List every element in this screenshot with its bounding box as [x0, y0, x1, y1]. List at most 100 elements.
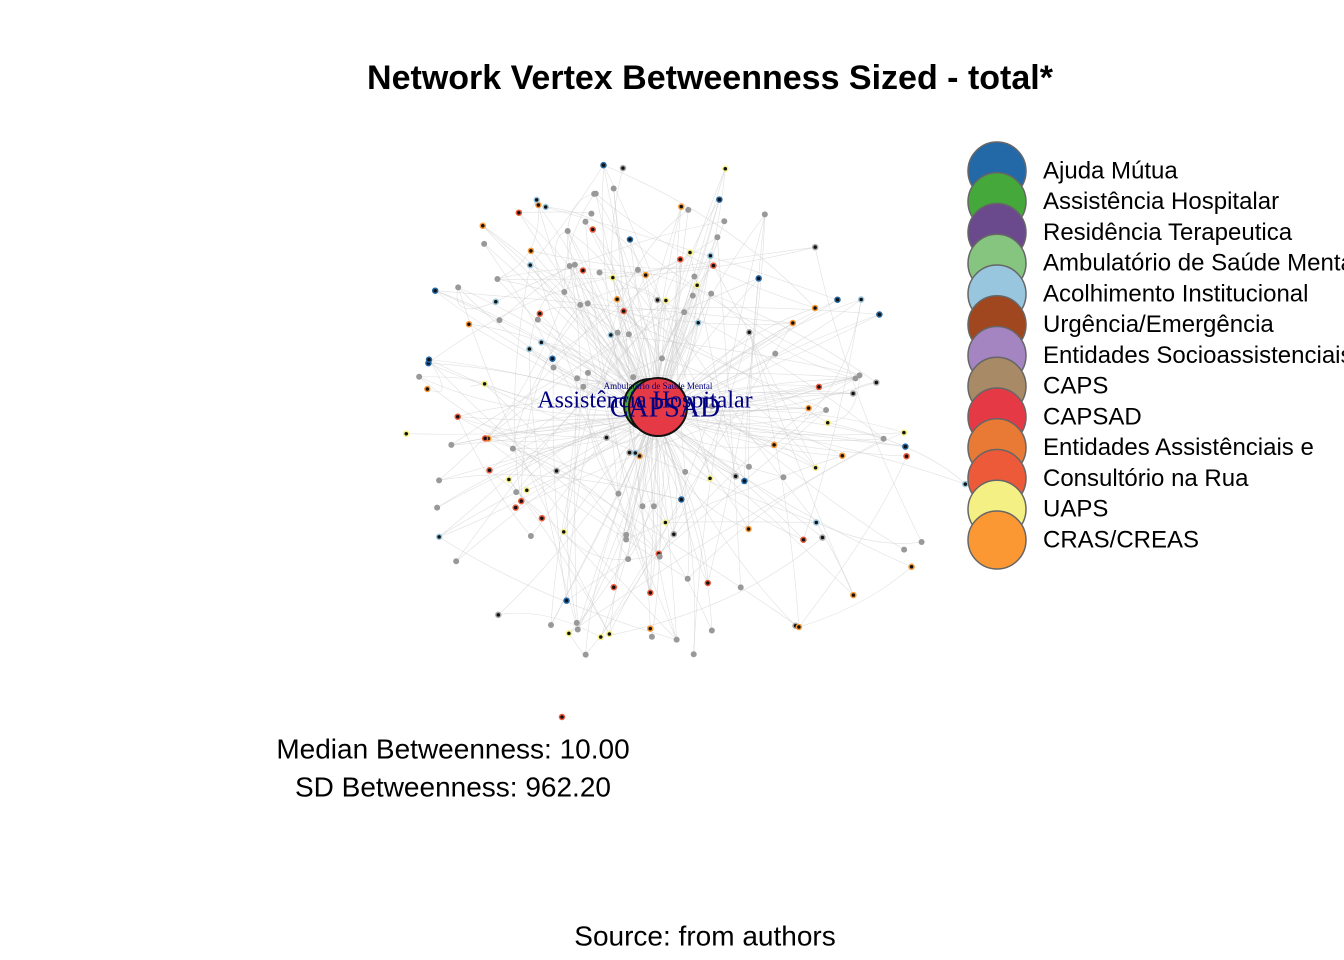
- edge: [613, 414, 656, 588]
- node: [716, 196, 723, 203]
- node: [597, 633, 605, 641]
- node: [662, 297, 670, 304]
- edge: [520, 304, 581, 502]
- edge: [711, 406, 905, 550]
- node: [839, 452, 846, 459]
- node: [596, 269, 603, 276]
- node: [588, 210, 595, 217]
- node: [542, 203, 549, 211]
- node: [582, 651, 589, 658]
- node: [811, 304, 819, 312]
- node: [678, 496, 685, 503]
- edge: [827, 375, 860, 423]
- edge: [457, 416, 532, 537]
- node: [481, 435, 489, 442]
- edge: [707, 214, 766, 584]
- node: [772, 350, 779, 357]
- legend-label: Urgência/Emergência: [1043, 311, 1274, 338]
- node: [849, 390, 857, 397]
- edge: [419, 376, 485, 385]
- node: [573, 619, 580, 626]
- node: [574, 375, 581, 382]
- node: [722, 165, 729, 172]
- node: [650, 503, 657, 510]
- node: [673, 636, 680, 643]
- node-label: Ambulatório de Saúde Mental: [604, 381, 713, 391]
- edge: [748, 332, 800, 628]
- node: [425, 356, 433, 363]
- node: [527, 533, 534, 540]
- edge: [567, 230, 663, 359]
- edge: [484, 438, 688, 580]
- node: [610, 583, 618, 591]
- node: [435, 533, 443, 541]
- edge: [585, 221, 651, 593]
- edge: [816, 522, 854, 596]
- edge: [563, 265, 581, 532]
- node: [465, 320, 473, 328]
- node: [620, 307, 627, 315]
- node: [609, 274, 617, 281]
- edge: [427, 359, 443, 393]
- edge: [637, 269, 877, 383]
- edge: [497, 278, 588, 304]
- node: [512, 504, 519, 511]
- node: [737, 584, 744, 591]
- node: [648, 633, 655, 640]
- edge: [654, 410, 905, 433]
- node: [505, 476, 513, 483]
- node: [564, 228, 571, 235]
- node: [639, 503, 646, 510]
- node: [607, 331, 615, 339]
- node: [642, 271, 649, 279]
- node: [431, 287, 439, 294]
- node: [908, 563, 915, 571]
- node: [560, 528, 567, 536]
- node: [479, 222, 487, 230]
- edge: [577, 377, 809, 409]
- legend-label: Consultório na Rua: [1043, 465, 1249, 492]
- edge: [482, 225, 750, 468]
- legend-label: CAPSAD: [1043, 403, 1142, 430]
- edge: [512, 358, 663, 449]
- edge: [713, 265, 816, 468]
- node: [677, 256, 684, 263]
- node: [403, 430, 410, 437]
- edge: [451, 414, 656, 446]
- node: [824, 419, 831, 426]
- node: [709, 403, 716, 410]
- node: [681, 309, 688, 316]
- node: [850, 591, 857, 599]
- edge: [514, 265, 531, 502]
- node: [689, 292, 696, 299]
- node: [454, 413, 461, 420]
- node: [815, 383, 823, 391]
- edge: [611, 168, 630, 335]
- edge: [687, 432, 905, 579]
- edge: [577, 414, 656, 630]
- node: [819, 534, 826, 541]
- node: [434, 504, 441, 511]
- edge: [600, 537, 823, 638]
- edge: [654, 314, 880, 416]
- edge: [651, 414, 677, 640]
- edge: [419, 376, 656, 417]
- node: [436, 477, 443, 484]
- node: [811, 243, 819, 251]
- node: [526, 345, 533, 353]
- node: [584, 369, 591, 376]
- edge: [629, 239, 860, 376]
- node: [515, 209, 523, 216]
- node: [580, 383, 587, 390]
- edge: [654, 414, 884, 440]
- node: [901, 546, 908, 553]
- node: [795, 623, 803, 631]
- edge: [468, 323, 745, 482]
- node: [714, 234, 721, 241]
- node: [625, 331, 632, 338]
- node: [682, 468, 689, 475]
- node: [448, 441, 455, 448]
- legend-label: Assistência Hospitalar: [1043, 188, 1279, 215]
- edge: [642, 506, 713, 631]
- legend-label: Ajuda Mútua: [1043, 157, 1178, 184]
